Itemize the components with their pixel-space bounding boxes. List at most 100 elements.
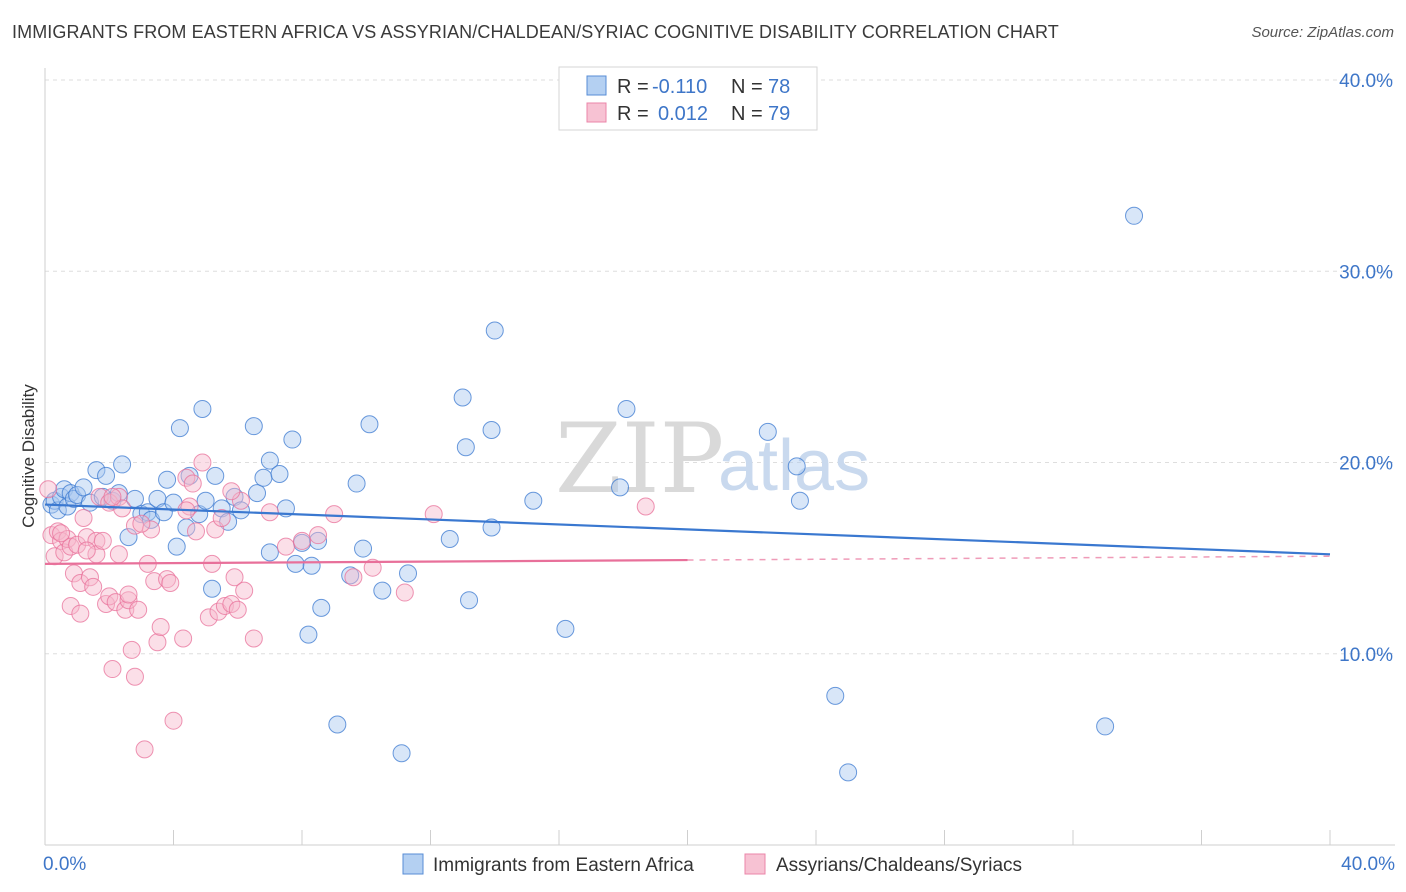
point-pink-74 (77, 541, 96, 560)
point-pink-60 (231, 491, 250, 510)
watermark: ZIP atlas (555, 403, 870, 515)
point-pink-53 (206, 520, 225, 539)
source-label: Source: ZipAtlas.com (1251, 24, 1394, 41)
point-blue-56 (354, 539, 373, 558)
y-tick-label-1: 20.0% (1339, 454, 1393, 475)
point-blue-53 (328, 715, 347, 734)
point-blue-71 (617, 399, 636, 418)
legend-swatch-blue (586, 75, 607, 96)
point-blue-72 (758, 422, 777, 441)
point-blue-50 (302, 556, 321, 575)
chart-title: IMMIGRANTS FROM EASTERN AFRICA VS ASSYRI… (12, 22, 1059, 42)
point-pink-66 (309, 526, 328, 545)
point-blue-52 (312, 598, 331, 617)
point-pink-72 (636, 497, 655, 516)
point-pink-32 (122, 640, 141, 659)
point-blue-67 (485, 321, 504, 340)
point-blue-34 (206, 466, 225, 485)
x-tick-labels: 0.0% 40.0% (43, 854, 1395, 875)
point-pink-49 (186, 522, 205, 541)
point-blue-51 (309, 531, 328, 550)
point-blue-65 (482, 518, 501, 537)
point-pink-10 (68, 535, 87, 554)
point-pink-76 (132, 514, 151, 533)
series-legend-label-pink: Assyrians/Chaldeans/Syriacs (776, 855, 1022, 876)
watermark-zip: ZIP (555, 403, 724, 515)
point-pink-17 (87, 531, 106, 550)
point-blue-31 (193, 399, 212, 418)
point-pink-75 (103, 487, 122, 506)
legend-r-label-1: R = (617, 76, 649, 98)
point-pink-38 (142, 520, 161, 539)
point-blue-13 (97, 466, 116, 485)
point-pink-29 (116, 600, 135, 619)
point-blue-47 (286, 554, 305, 573)
point-pink-40 (148, 633, 167, 652)
point-pink-73 (52, 524, 71, 543)
y-tick-label-3: 40.0% (1339, 71, 1393, 92)
x-ticks (44, 830, 1331, 845)
point-pink-11 (71, 604, 90, 623)
point-pink-31 (119, 585, 138, 604)
point-blue-41 (254, 468, 273, 487)
point-blue-32 (196, 491, 215, 510)
point-blue-38 (231, 501, 250, 520)
point-blue-75 (826, 686, 845, 705)
point-pink-30 (119, 591, 138, 610)
point-blue-68 (524, 491, 543, 510)
point-pink-15 (80, 568, 99, 587)
point-blue-62 (453, 388, 472, 407)
point-blue-27 (170, 419, 189, 438)
trend-lines (44, 503, 1331, 565)
trend-line-pink (44, 558, 688, 565)
point-blue-17 (119, 528, 138, 547)
point-blue-54 (341, 566, 360, 585)
point-blue-16 (113, 455, 132, 474)
axes (44, 68, 1395, 846)
point-pink-78 (222, 482, 241, 501)
point-pink-16 (84, 577, 103, 596)
point-pink-33 (125, 667, 144, 686)
data-points (39, 206, 1144, 782)
point-pink-13 (74, 508, 93, 527)
point-pink-61 (235, 581, 254, 600)
point-blue-63 (456, 438, 475, 457)
point-pink-70 (395, 583, 414, 602)
x-tick-label-1: 40.0% (1341, 854, 1395, 875)
watermark-atlas: atlas (718, 426, 870, 506)
point-blue-64 (460, 591, 479, 610)
x-tick-label-0: 0.0% (43, 854, 86, 875)
point-blue-49 (299, 625, 318, 644)
point-blue-11 (87, 461, 106, 480)
gridlines (45, 79, 1395, 655)
point-blue-70 (611, 478, 630, 497)
point-pink-36 (135, 740, 154, 759)
point-blue-74 (790, 491, 809, 510)
point-blue-26 (167, 537, 186, 556)
point-blue-43 (260, 543, 279, 562)
point-pink-26 (109, 545, 128, 564)
y-tick-label-2: 30.0% (1339, 262, 1393, 283)
point-blue-77 (1096, 717, 1115, 736)
point-pink-65 (293, 531, 311, 550)
point-blue-58 (373, 581, 392, 600)
point-blue-42 (260, 451, 279, 470)
point-pink-69 (363, 558, 382, 577)
point-blue-9 (74, 478, 93, 497)
point-pink-0 (39, 480, 58, 499)
legend-r-label-2: R = (617, 103, 649, 125)
series-legend-swatch-blue (402, 853, 424, 875)
point-pink-51 (199, 608, 218, 627)
point-pink-44 (164, 711, 183, 730)
y-axis-label: Cognitive Disability (19, 384, 38, 528)
legend-swatch-pink (586, 102, 607, 123)
point-blue-57 (360, 415, 379, 434)
point-blue-19 (132, 505, 151, 524)
point-pink-55 (212, 508, 231, 527)
point-pink-67 (325, 505, 344, 524)
point-pink-59 (228, 600, 247, 619)
series-legend-label-blue: Immigrants from Eastern Africa (433, 855, 694, 876)
point-pink-3 (48, 522, 67, 541)
legend-r-value-2: 0.012 (658, 103, 708, 125)
legend-n-label-1: N = (731, 76, 763, 98)
